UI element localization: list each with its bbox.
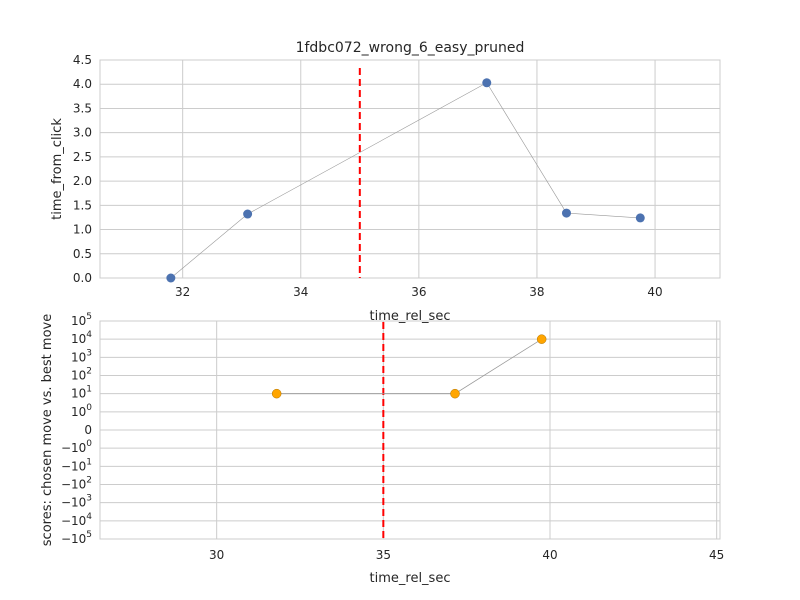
top-x-tick-label: 34 xyxy=(293,285,308,299)
top-y-tick-label: 1.5 xyxy=(73,198,92,212)
top-chart-series xyxy=(166,78,645,283)
bottom-y-tick-base: −10 xyxy=(61,496,86,510)
bottom-y-tick-label: 101 xyxy=(71,385,92,401)
bottom-y-tick-exponent: 0 xyxy=(86,439,92,449)
bottom-y-tick-base: 10 xyxy=(71,314,86,328)
bottom-chart-x-ticks: 30 35 40 45 xyxy=(209,548,724,562)
bottom-chart: 30 35 40 45 1051041031021011000−100−101−102… xyxy=(40,312,724,586)
bottom-y-tick-exponent: 1 xyxy=(86,457,92,467)
bottom-data-point xyxy=(271,388,282,399)
bottom-y-tick-exponent: 3 xyxy=(86,494,92,504)
top-x-tick-label: 36 xyxy=(411,285,426,299)
bottom-y-tick-exponent: 2 xyxy=(86,476,92,486)
bottom-y-tick-label: −104 xyxy=(61,512,92,528)
bottom-y-tick-label: −100 xyxy=(61,439,92,455)
top-x-tick-label: 40 xyxy=(647,285,662,299)
top-chart: 1fdbc072_wrong_6_easy_pruned 32 34 36 38 40 … xyxy=(50,40,721,324)
top-chart-grid xyxy=(100,59,720,279)
bottom-y-tick-base: −10 xyxy=(61,441,86,455)
bottom-series-line xyxy=(276,338,542,395)
bottom-y-tick-exponent: 4 xyxy=(86,330,92,340)
top-y-tick-label: 2.0 xyxy=(73,174,92,188)
top-x-tick-label: 38 xyxy=(529,285,544,299)
top-chart-x-ticks: 32 34 36 38 40 xyxy=(175,285,663,299)
bottom-x-tick-label: 30 xyxy=(209,548,224,562)
bottom-chart-y-ticks: 1051041031021011000−100−101−102−103−104−… xyxy=(61,312,92,546)
top-chart-y-axis-label: time_from_click xyxy=(50,118,65,220)
top-data-point xyxy=(482,78,492,88)
bottom-y-tick-label: −101 xyxy=(61,457,92,473)
bottom-chart-grid xyxy=(100,320,720,540)
bottom-y-tick-label: −105 xyxy=(61,530,92,546)
bottom-y-tick-exponent: 5 xyxy=(86,530,92,540)
top-y-tick-label: 3.5 xyxy=(73,101,92,115)
top-chart-title: 1fdbc072_wrong_6_easy_pruned xyxy=(296,40,525,56)
top-y-tick-label: 0.0 xyxy=(73,271,92,285)
top-y-tick-label: 1.0 xyxy=(73,223,92,237)
bottom-data-point xyxy=(536,334,547,344)
top-chart-y-ticks: 0.0 0.5 1.0 1.5 2.0 2.5 3.0 3.5 4.0 4.5 xyxy=(73,53,92,285)
top-y-tick-label: 4.0 xyxy=(73,77,92,91)
bottom-y-tick-base: 10 xyxy=(71,369,86,383)
bottom-y-tick-base: −10 xyxy=(61,514,86,528)
bottom-y-tick-base: 10 xyxy=(71,332,86,346)
top-y-tick-label: 2.5 xyxy=(73,150,92,164)
bottom-y-tick-label: 105 xyxy=(71,312,92,328)
bottom-y-tick-exponent: 2 xyxy=(86,367,92,377)
bottom-y-tick-base: −10 xyxy=(61,478,86,492)
top-data-point xyxy=(561,208,571,218)
bottom-y-tick-base: 10 xyxy=(71,405,86,419)
bottom-chart-frame xyxy=(99,320,721,540)
top-data-point xyxy=(166,273,176,283)
bottom-y-tick-label: 103 xyxy=(71,348,92,364)
bottom-y-tick-base: −10 xyxy=(61,459,86,473)
bottom-y-tick-exponent: 1 xyxy=(86,385,92,395)
top-data-point xyxy=(635,213,645,223)
top-series-line xyxy=(170,82,641,279)
bottom-y-tick-label: 104 xyxy=(71,330,92,346)
bottom-y-tick-base: 10 xyxy=(71,350,86,364)
top-chart-x-axis-label: time_rel_sec xyxy=(370,309,451,324)
top-x-tick-label: 32 xyxy=(175,285,190,299)
bottom-y-tick-exponent: 0 xyxy=(86,403,92,413)
bottom-y-tick-label: −103 xyxy=(61,494,92,510)
bottom-y-tick-exponent: 3 xyxy=(86,348,92,358)
top-data-point xyxy=(243,209,253,219)
bottom-y-tick-base: 0 xyxy=(84,423,92,437)
top-y-tick-label: 3.0 xyxy=(73,126,92,140)
bottom-chart-y-axis-label: scores: chosen move vs. best move xyxy=(40,314,55,546)
bottom-x-tick-label: 40 xyxy=(542,548,557,562)
bottom-y-tick-exponent: 5 xyxy=(86,312,92,322)
bottom-chart-x-axis-label: time_rel_sec xyxy=(370,571,451,586)
bottom-x-tick-label: 35 xyxy=(376,548,391,562)
bottom-y-tick-label: 102 xyxy=(71,367,92,383)
bottom-chart-series xyxy=(271,334,547,399)
top-y-tick-label: 0.5 xyxy=(73,247,92,261)
bottom-y-tick-label: 0 xyxy=(84,423,92,437)
bottom-y-tick-base: −10 xyxy=(61,532,86,546)
bottom-data-point xyxy=(450,388,460,399)
bottom-y-tick-label: −102 xyxy=(61,476,92,492)
top-chart-frame xyxy=(99,59,721,279)
bottom-y-tick-exponent: 4 xyxy=(86,512,92,522)
bottom-x-tick-label: 45 xyxy=(709,548,724,562)
top-y-tick-label: 4.5 xyxy=(73,53,92,67)
bottom-y-tick-label: 100 xyxy=(71,403,92,419)
bottom-y-tick-base: 10 xyxy=(71,387,86,401)
